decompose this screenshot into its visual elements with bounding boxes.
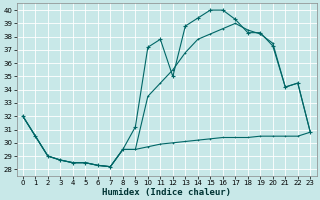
X-axis label: Humidex (Indice chaleur): Humidex (Indice chaleur) xyxy=(102,188,231,197)
